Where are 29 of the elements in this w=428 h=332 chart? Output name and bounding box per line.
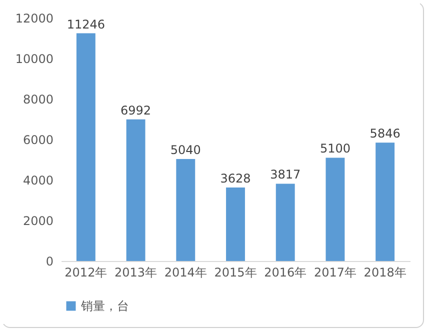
bar [276, 184, 295, 261]
bar [326, 158, 345, 261]
x-tick-label: 2017年 [314, 266, 356, 280]
x-tick-label: 2016年 [264, 266, 307, 280]
x-tick-label: 2018年 [364, 266, 406, 280]
y-tick-label: 10000 [15, 52, 54, 66]
y-tick-label: 4000 [22, 174, 54, 188]
y-tick-label: 12000 [15, 12, 54, 26]
bar [376, 142, 395, 261]
data-label: 5040 [170, 142, 201, 157]
data-label: 3817 [270, 168, 301, 182]
bar [76, 33, 96, 261]
y-tick-label: 8000 [22, 92, 54, 106]
data-label: 6992 [120, 103, 152, 118]
x-tick-label: 2013年 [114, 266, 158, 280]
data-label: 5100 [320, 142, 350, 156]
x-tick-label: 2014年 [164, 266, 207, 280]
data-label: 3628 [220, 172, 251, 186]
x-tick-label: 2012年 [64, 266, 108, 280]
bar [126, 119, 146, 261]
bar [226, 188, 245, 261]
y-tick-label: 2000 [22, 214, 54, 228]
data-label: 11246 [66, 17, 106, 32]
legend-label: 销量，台 [80, 299, 129, 313]
y-tick-label: 6000 [22, 133, 54, 147]
bar [176, 158, 196, 261]
x-tick-label: 2015年 [214, 266, 257, 280]
y-tick-label: 0 [46, 254, 54, 268]
data-label: 5846 [370, 126, 400, 141]
